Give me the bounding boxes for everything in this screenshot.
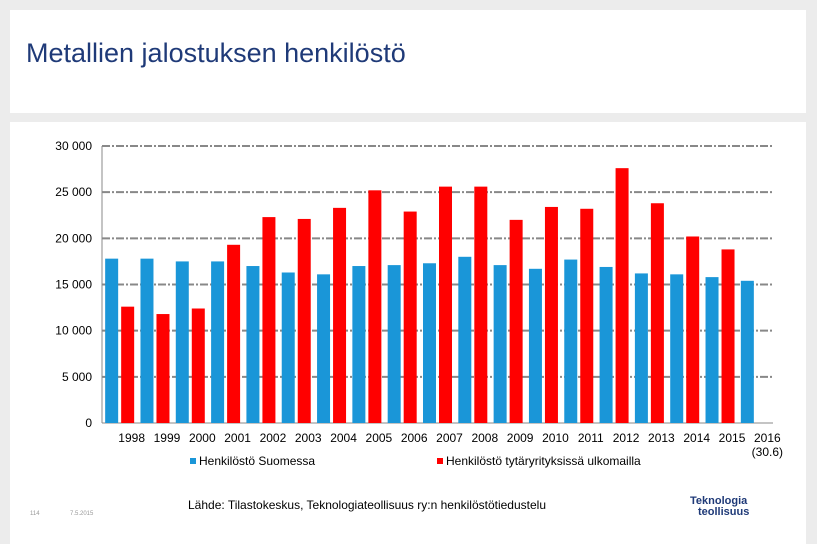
bar-suomessa-2004: [317, 274, 331, 423]
bar-ulkomailla-2008: [474, 186, 488, 423]
x-tick-label: 2014: [683, 431, 710, 445]
legend-label: Henkilöstö tytäryrityksissä ulkomailla: [446, 454, 641, 468]
bar-ulkomailla-2005: [368, 190, 382, 423]
bar-ulkomailla-2001: [227, 244, 241, 423]
bar-ulkomailla-1999: [156, 314, 170, 423]
bar-ulkomailla-2015: [721, 249, 735, 423]
bar-ulkomailla-2013: [650, 203, 664, 423]
y-tick-label: 10 000: [55, 324, 92, 338]
bar-suomessa-2016: [740, 280, 754, 423]
x-tick-label: 2009: [507, 431, 534, 445]
x-tick-label: 2003: [295, 431, 322, 445]
x-tick-label: 2004: [330, 431, 357, 445]
bar-suomessa-2009: [493, 265, 507, 423]
y-tick-label: 5 000: [62, 370, 92, 384]
legend-swatch: [190, 458, 196, 464]
bar-suomessa-2003: [281, 272, 295, 423]
bar-suomessa-2010: [528, 268, 542, 423]
x-tick-label: 2001: [224, 431, 251, 445]
x-tick-label: 2015: [719, 431, 746, 445]
x-tick-label: 2008: [471, 431, 498, 445]
source-note: Lähde: Tilastokeskus, Teknologiateollisu…: [188, 498, 546, 512]
x-tick-label: 1998: [118, 431, 145, 445]
bar-suomessa-2015: [705, 277, 719, 423]
bar-ulkomailla-1998: [121, 306, 135, 423]
bar-ulkomailla-2003: [297, 218, 311, 423]
bar-suomessa-1999: [140, 258, 154, 423]
y-tick-label: 30 000: [55, 139, 92, 153]
bar-suomessa-2012: [599, 266, 613, 423]
y-tick-label: 15 000: [55, 278, 92, 292]
bar-ulkomailla-2000: [191, 308, 205, 423]
bar-suomessa-2008: [458, 256, 472, 423]
x-tick-label: 2000: [189, 431, 216, 445]
bar-suomessa-2000: [175, 261, 189, 423]
y-tick-label: 20 000: [55, 231, 92, 245]
x-tick-label: 2006: [401, 431, 428, 445]
bar-ulkomailla-2002: [262, 217, 276, 423]
x-tick-label: 2005: [366, 431, 393, 445]
bar-suomessa-2014: [670, 274, 684, 423]
bar-suomessa-1998: [105, 258, 119, 423]
x-tick-label: 2013: [648, 431, 675, 445]
y-tick-label: 0: [85, 416, 92, 430]
bar-suomessa-2006: [387, 265, 401, 423]
x-tick-label: 2016: [754, 431, 781, 445]
x-tick-label: 2007: [436, 431, 463, 445]
x-tick-label: 2010: [542, 431, 569, 445]
title-panel: [10, 10, 806, 113]
y-tick-label: 25 000: [55, 185, 92, 199]
x-tick-note: (30.6): [752, 445, 783, 459]
logo-line-1: Teknologia: [690, 495, 748, 507]
bar-ulkomailla-2009: [509, 219, 523, 423]
bar-suomessa-2013: [634, 273, 648, 423]
bar-ulkomailla-2004: [333, 207, 347, 423]
bar-suomessa-2002: [246, 266, 260, 423]
x-tick-label: 2002: [260, 431, 287, 445]
bar-ulkomailla-2007: [439, 186, 452, 423]
bar-suomessa-2007: [423, 263, 436, 423]
slide-date: 7.5.2015: [70, 511, 94, 517]
bar-suomessa-2011: [564, 259, 578, 423]
teknologiateollisuus-logo: Teknologia teollisuus: [690, 496, 749, 518]
bar-suomessa-2001: [211, 261, 225, 423]
x-tick-label: 1999: [154, 431, 181, 445]
bar-ulkomailla-2011: [580, 208, 594, 423]
bar-ulkomailla-2014: [686, 236, 700, 423]
bar-ulkomailla-2010: [544, 206, 558, 423]
page-number: 114: [30, 511, 40, 517]
legend-swatch: [437, 458, 443, 464]
x-tick-label: 2011: [578, 431, 604, 445]
legend-label: Henkilöstö Suomessa: [199, 454, 315, 468]
x-tick-label: 2012: [613, 431, 640, 445]
slide-title: Metallien jalostuksen henkilöstö: [26, 38, 406, 68]
bar-ulkomailla-2006: [403, 211, 417, 423]
logo-line-2: teollisuus: [698, 506, 750, 518]
bar-suomessa-2005: [352, 266, 366, 423]
bar-ulkomailla-2012: [615, 168, 629, 423]
